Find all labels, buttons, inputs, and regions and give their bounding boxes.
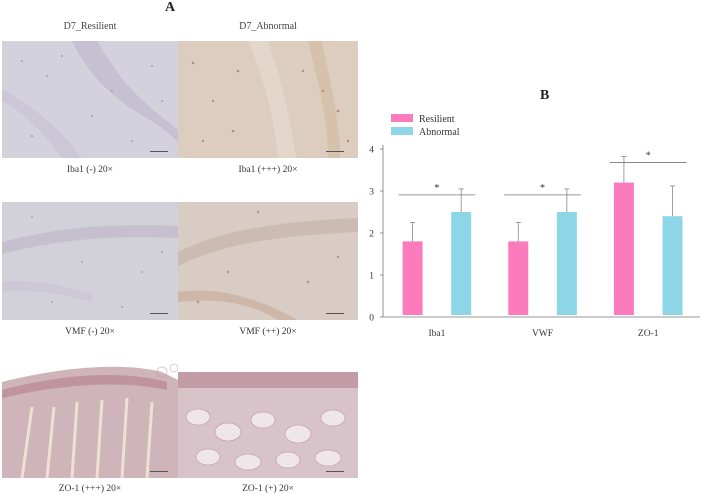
micrograph-vmf-abnormal-image [178,202,358,320]
micrograph-iba1-abnormal-image [178,41,358,158]
legend-label-resilient: Resilient [419,114,455,125]
micrograph-zo1-resilient-image [2,362,182,478]
legend-label-abnormal: Abnormal [419,127,460,138]
y-tick-label: 2 [369,230,374,240]
x-tick-label: Iba1 [428,329,445,339]
caption-iba1-resilient: Iba1 (-) 20× [67,165,113,175]
caption-vmf-resilient: VMF (-) 20× [65,327,115,337]
legend-swatch-resilient [391,114,413,122]
chart-legend: Resilient Abnormal [391,114,460,138]
micrograph-zo1-abnormal-image [178,362,358,478]
micrograph-iba1-resilient-image [2,41,182,158]
x-tick-label: VWF [532,329,553,339]
bar-abnormal-zo-1 [662,216,683,315]
scale-bar [326,471,344,472]
scale-bar [150,471,168,472]
panel-a-label: A [165,0,176,15]
significance-marker: * [434,183,439,194]
legend-swatch-abnormal [391,127,413,135]
bar-resilient-zo-1 [613,182,634,315]
y-tick-label: 0 [369,314,374,324]
micrograph-zo1-resilient [2,362,182,478]
significance-marker: * [540,183,545,194]
panel-b-label: B [540,88,550,103]
bar-abnormal-vwf [556,212,577,315]
micrograph-vmf-resilient-image [2,202,182,320]
micrograph-zo1-abnormal [178,362,358,478]
column-title-resilient: D7_Resilient [63,21,117,32]
bar-chart: Resilient Abnormal 0 1 2 3 4 Iba1 VWF ZO-1 * * * [369,114,700,339]
chart-axes: 0 1 2 3 4 Iba1 VWF ZO-1 [369,145,700,339]
micrograph-vmf-resilient [2,202,182,320]
caption-zo1-resilient: ZO-1 (+++) 20× [58,484,122,494]
bar-abnormal-iba1 [451,212,472,315]
scale-bar [150,313,168,314]
micrograph-iba1-resilient [2,41,182,158]
y-tick-label: 4 [369,146,374,156]
x-tick-label: ZO-1 [638,329,659,339]
scale-bar [150,151,168,152]
scale-bar [326,313,344,314]
y-tick-label: 1 [369,272,374,282]
column-title-abnormal: D7_Abnormal [239,21,297,32]
significance-marker: * [646,151,651,162]
bar-resilient-vwf [508,241,529,315]
bar-resilient-iba1 [402,241,423,315]
caption-zo1-abnormal: ZO-1 (+) 20× [242,484,294,494]
caption-vmf-abnormal: VMF (++) 20× [239,327,297,337]
scale-bar [326,151,344,152]
caption-iba1-abnormal: Iba1 (+++) 20× [238,165,298,175]
micrograph-iba1-abnormal [178,41,358,158]
micrograph-vmf-abnormal [178,202,358,320]
y-tick-label: 3 [369,188,374,198]
chart-bars: * * * [398,151,687,315]
